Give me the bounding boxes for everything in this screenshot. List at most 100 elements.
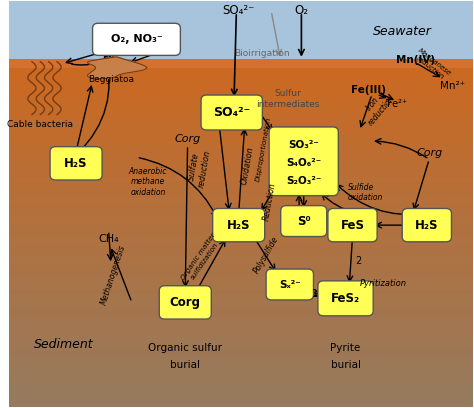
Bar (9, 59, 474, 64)
Bar (9, 311, 474, 316)
Bar (9, 285, 474, 290)
FancyBboxPatch shape (159, 286, 211, 319)
FancyBboxPatch shape (50, 146, 102, 180)
Bar (9, 146, 474, 151)
Bar (9, 94, 474, 99)
FancyBboxPatch shape (92, 23, 181, 55)
Bar (9, 294, 474, 299)
Text: Sediment: Sediment (34, 338, 94, 351)
Bar (9, 177, 474, 181)
Text: SO₄²⁻: SO₄²⁻ (222, 4, 255, 18)
Bar (9, 124, 474, 129)
Bar (9, 207, 474, 212)
Text: S₄O₆²⁻: S₄O₆²⁻ (286, 158, 321, 168)
FancyBboxPatch shape (213, 208, 264, 242)
Bar (9, 77, 474, 81)
Text: H₂S: H₂S (415, 219, 438, 232)
Text: Sulfide
oxidation: Sulfide oxidation (348, 183, 383, 202)
Bar (9, 1, 474, 60)
Text: Pyritization: Pyritization (359, 279, 407, 288)
Text: Corg: Corg (174, 134, 201, 144)
Text: O₂: O₂ (294, 4, 309, 18)
Bar (9, 107, 474, 112)
Bar (9, 137, 474, 142)
Text: burial: burial (330, 359, 361, 370)
Text: 2: 2 (355, 256, 361, 266)
Bar (9, 342, 474, 346)
Bar (9, 355, 474, 359)
Bar (9, 181, 474, 186)
Bar (9, 237, 474, 242)
Text: burial: burial (170, 359, 200, 370)
Bar (9, 333, 474, 338)
Text: Corg: Corg (416, 148, 442, 158)
Bar (9, 303, 474, 307)
Bar (9, 190, 474, 194)
Text: O₂, NO₃⁻: O₂, NO₃⁻ (110, 34, 163, 44)
Text: Sulfur
intermediates: Sulfur intermediates (256, 89, 319, 109)
Bar (9, 290, 474, 294)
Text: FeS: FeS (340, 219, 365, 232)
Text: H₂S: H₂S (227, 219, 250, 232)
Bar (9, 403, 474, 407)
Bar (9, 272, 474, 277)
Bar (9, 350, 474, 355)
Bar (9, 151, 474, 155)
Text: Sₓ²⁻: Sₓ²⁻ (279, 279, 301, 290)
Text: Reduction: Reduction (262, 182, 278, 222)
Bar (9, 168, 474, 173)
Bar (9, 320, 474, 325)
Text: Fe(III): Fe(III) (351, 85, 386, 95)
Bar (9, 64, 474, 69)
Bar (9, 81, 474, 86)
Bar (9, 346, 474, 351)
Text: Anaerobic
methane
oxidation: Anaerobic methane oxidation (129, 167, 167, 197)
Bar (9, 72, 474, 77)
FancyBboxPatch shape (328, 208, 377, 242)
Bar (9, 364, 474, 368)
Text: SO₃²⁻: SO₃²⁻ (288, 140, 319, 150)
Bar (9, 264, 474, 268)
Text: Methanogenesis: Methanogenesis (99, 244, 127, 306)
Bar (9, 316, 474, 320)
Bar (9, 398, 474, 403)
FancyBboxPatch shape (201, 95, 263, 130)
Bar (9, 211, 474, 216)
Bar (9, 251, 474, 255)
Bar (9, 198, 474, 203)
Text: Organic matter
sulfidization: Organic matter sulfidization (180, 232, 223, 286)
Bar (9, 377, 474, 381)
Bar (9, 277, 474, 281)
Text: Bioirrigation: Bioirrigation (234, 49, 290, 58)
Bar (9, 111, 474, 116)
Bar (9, 120, 474, 125)
Text: Beggiatoa: Beggiatoa (88, 75, 134, 84)
Bar (9, 159, 474, 164)
Text: CH₄: CH₄ (98, 233, 119, 244)
Bar (9, 98, 474, 103)
Bar (9, 259, 474, 264)
Bar (9, 216, 474, 220)
Text: Fe²⁺: Fe²⁺ (386, 100, 407, 109)
Bar (9, 59, 474, 68)
Bar (9, 185, 474, 190)
Bar (9, 359, 474, 364)
Bar (9, 116, 474, 120)
Bar (9, 381, 474, 386)
Text: S⁰: S⁰ (297, 215, 310, 228)
Bar (9, 229, 474, 233)
Text: Cable bacteria: Cable bacteria (7, 120, 73, 129)
Text: S₂O₃²⁻: S₂O₃²⁻ (286, 176, 321, 186)
Text: Mn(IV): Mn(IV) (396, 55, 435, 64)
Bar (9, 242, 474, 246)
Text: Iron
reduction: Iron reduction (358, 87, 396, 127)
Text: Pyrite: Pyrite (330, 344, 361, 353)
Bar (9, 307, 474, 312)
Bar (9, 255, 474, 259)
Bar (9, 233, 474, 238)
Text: 1: 1 (312, 289, 319, 299)
Bar (9, 385, 474, 390)
Text: Organic sulfur: Organic sulfur (148, 344, 222, 353)
Text: Disproportionation: Disproportionation (255, 116, 272, 182)
Bar (9, 155, 474, 160)
